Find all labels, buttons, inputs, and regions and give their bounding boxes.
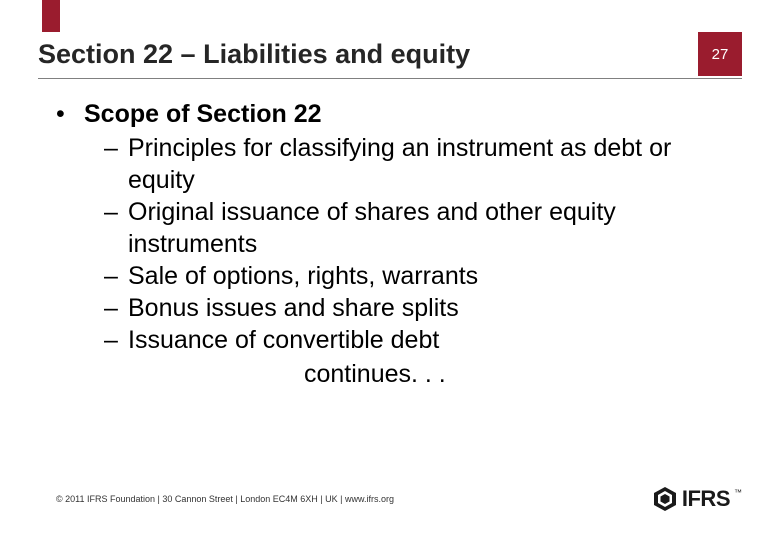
sub-item: – Principles for classifying an instrume…: [104, 132, 740, 196]
dash-icon: –: [104, 196, 128, 228]
page-number: 27: [712, 46, 729, 63]
ifrs-logo: IFRS ™: [652, 486, 742, 512]
slide-title: Section 22 – Liabilities and equity: [38, 39, 698, 70]
sub-item: – Bonus issues and share splits: [104, 292, 740, 324]
sub-bullet-list: – Principles for classifying an instrume…: [104, 132, 740, 390]
dash-icon: –: [104, 324, 128, 356]
top-accent-bar: [42, 0, 60, 32]
sub-item-text: Sale of options, rights, warrants: [128, 260, 740, 292]
dash-icon: –: [104, 292, 128, 324]
bullet-dot-icon: •: [56, 98, 84, 130]
logo-text: IFRS: [682, 486, 730, 512]
sub-item-text: Bonus issues and share splits: [128, 292, 740, 324]
main-bullet-row: • Scope of Section 22: [56, 98, 740, 130]
trademark-symbol: ™: [734, 488, 742, 497]
dash-icon: –: [104, 132, 128, 164]
slide-header: Section 22 – Liabilities and equity 27: [38, 32, 742, 76]
sub-item-text: Issuance of convertible debt: [128, 324, 740, 356]
dash-icon: –: [104, 260, 128, 292]
continues-text: continues. . .: [304, 358, 740, 390]
header-underline: [38, 78, 742, 79]
footer-copyright: © 2011 IFRS Foundation | 30 Cannon Stree…: [56, 494, 394, 504]
page-number-box: 27: [698, 32, 742, 76]
sub-item: – Issuance of convertible debt: [104, 324, 740, 356]
slide-footer: © 2011 IFRS Foundation | 30 Cannon Stree…: [56, 486, 742, 512]
sub-item-text: Original issuance of shares and other eq…: [128, 196, 740, 260]
main-bullet-text: Scope of Section 22: [84, 98, 322, 130]
sub-item-text: Principles for classifying an instrument…: [128, 132, 740, 196]
slide-content: • Scope of Section 22 – Principles for c…: [56, 98, 740, 390]
hexagon-icon: [652, 486, 678, 512]
sub-item: – Original issuance of shares and other …: [104, 196, 740, 260]
sub-item: – Sale of options, rights, warrants: [104, 260, 740, 292]
